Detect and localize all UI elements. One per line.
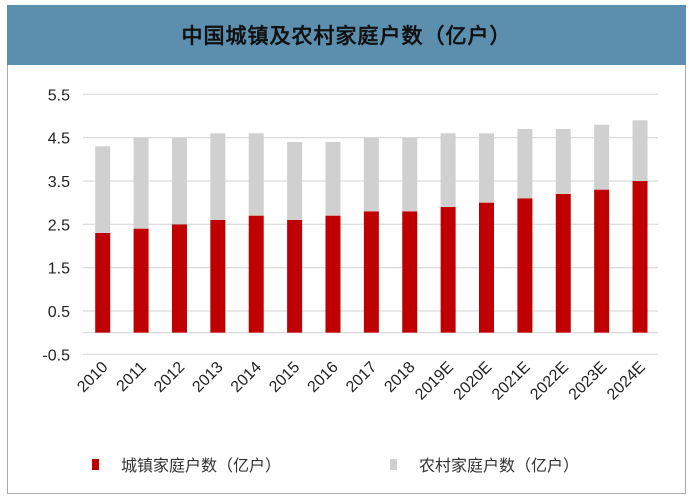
- bar-rural: [517, 128, 533, 199]
- bar-rural: [479, 133, 494, 203]
- x-tick-label: 2019E: [412, 359, 457, 404]
- x-tick-label: 2013: [189, 359, 226, 396]
- bar-urban: [363, 211, 379, 333]
- bar-rural: [555, 128, 571, 194]
- x-tick-label: 2012: [151, 359, 188, 396]
- bar-urban: [479, 202, 494, 333]
- bar-rural: [440, 133, 456, 207]
- y-tick-label: 4.5: [48, 131, 70, 148]
- legend-swatch-rural: [390, 458, 397, 470]
- bar-urban: [325, 215, 341, 333]
- y-tick-label: 2.5: [48, 217, 70, 234]
- y-tick-label: 0.5: [48, 304, 70, 321]
- bar-urban: [248, 215, 264, 333]
- bar-rural: [594, 124, 610, 190]
- x-tick-label: 2011: [114, 359, 150, 395]
- bar-urban: [210, 219, 226, 333]
- bar-urban: [402, 211, 418, 333]
- legend-item-rural: 农村家庭户数（亿户）: [390, 452, 579, 476]
- y-tick-label: 3.5: [48, 174, 70, 191]
- x-tick-label: 2015: [266, 359, 303, 396]
- x-tick-label: 2020E: [451, 359, 496, 404]
- bar-rural: [363, 137, 379, 212]
- bar-rural: [248, 133, 264, 216]
- bar-urban: [171, 224, 187, 333]
- bar-rural: [325, 141, 341, 216]
- x-tick-label: 2014: [228, 359, 265, 396]
- bar-urban: [594, 189, 610, 333]
- y-tick-label: 1.5: [48, 261, 70, 278]
- legend-label-rural: 农村家庭户数（亿户）: [419, 456, 580, 475]
- bar-urban: [287, 219, 303, 333]
- bar-urban: [555, 193, 571, 333]
- bar-rural: [171, 137, 187, 225]
- x-tick-label: 2016: [305, 359, 342, 396]
- y-tick-label: 5.5: [48, 87, 70, 104]
- x-tick-label: 2024E: [604, 359, 649, 404]
- legend-swatch-urban: [92, 458, 99, 470]
- legend-label-urban: 城镇家庭户数（亿户）: [121, 456, 282, 475]
- x-tick-label: 2021E: [489, 359, 534, 404]
- bar-rural: [287, 141, 303, 220]
- x-tick-label: 2010: [74, 359, 111, 396]
- chart-title: 中国城镇及农村家庭户数（亿户）: [181, 24, 512, 48]
- bar-rural: [133, 137, 149, 229]
- bar-rural: [95, 146, 111, 233]
- bar-rural: [632, 120, 648, 181]
- x-tick-label: 2017: [343, 359, 380, 396]
- y-tick-label: -0.5: [42, 347, 70, 364]
- bar-rural: [210, 133, 226, 220]
- x-tick-label: 2023E: [566, 359, 611, 404]
- bar-urban: [517, 198, 533, 333]
- bar-rural: [402, 137, 418, 212]
- legend-item-urban: 城镇家庭户数（亿户）: [92, 452, 281, 476]
- bar-urban: [133, 228, 149, 333]
- x-tick-label: 2022E: [527, 359, 572, 404]
- bar-urban: [440, 206, 456, 333]
- title-bar: 中国城镇及农村家庭户数（亿户）: [7, 5, 686, 65]
- bar-urban: [632, 180, 648, 333]
- bar-urban: [95, 232, 111, 333]
